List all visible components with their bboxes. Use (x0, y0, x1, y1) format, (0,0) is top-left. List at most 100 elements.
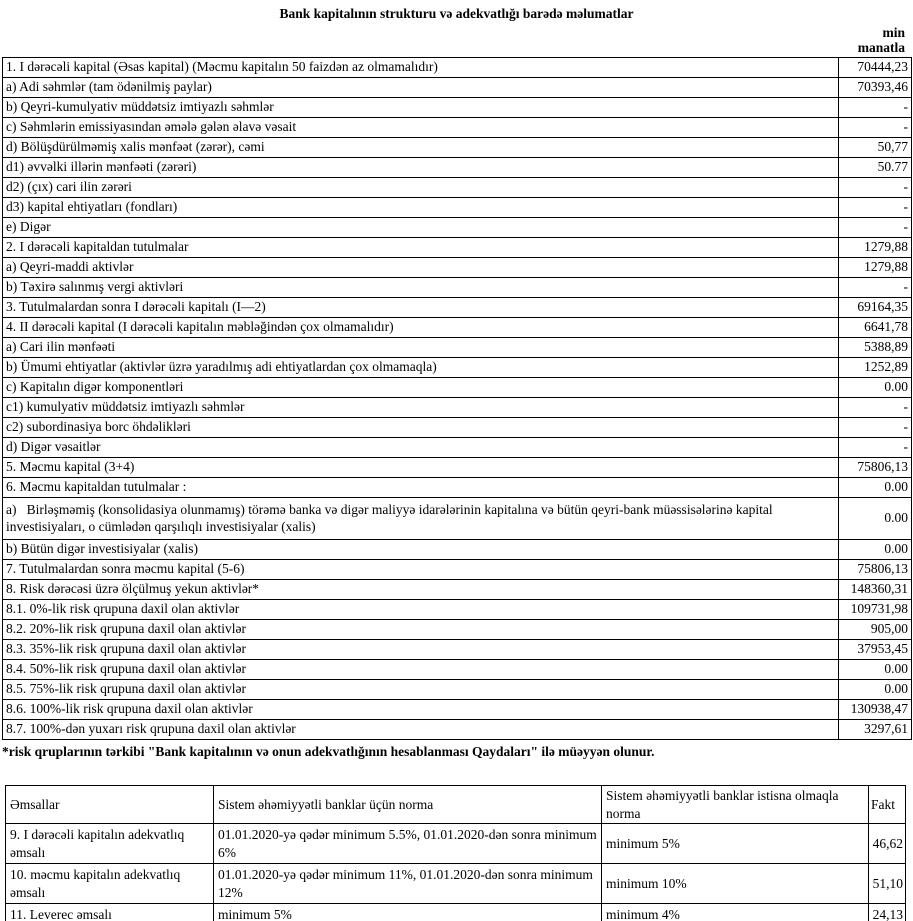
row-label: d1) əvvəlki illərin mənfəəti (zərəri) (2, 157, 839, 179)
row-label: 8.4. 50%-lik risk qrupuna daxil olan akt… (2, 659, 839, 681)
row-label: d) Bölüşdürülməmiş xalis mənfəət (zərər)… (2, 137, 839, 159)
row-value: 0.00 (838, 497, 912, 541)
table-row: c2) subordinasiya borc öhdəlikləri - (2, 417, 912, 439)
row-label: c2) subordinasiya borc öhdəlikləri (2, 417, 839, 439)
row-label: d2) (çıx) cari ilin zərəri (2, 177, 839, 199)
row-label: a) Cari ilin mənfəəti (2, 337, 839, 359)
row-label: 8.7. 100%-dən yuxarı risk qrupuna daxil … (2, 719, 839, 741)
row-value: 109731,98 (838, 599, 912, 621)
table-row: 3. Tutulmalardan sonra I dərəcəli kapita… (2, 297, 912, 319)
row-label: a) Qeyri-maddi aktivlər (2, 257, 839, 279)
table-row: b) Təxirə salınmış vergi aktivləri - (2, 277, 912, 299)
capital-structure-table: 1. I dərəcəli kapital (Əsas kapital) (Mə… (2, 57, 912, 741)
ratio-name: 10. məcmu kapitalın adekvatlıq əmsalı (5, 863, 214, 905)
ratio-norm-systemic: minimum 5% (213, 903, 602, 921)
row-label: e) Digər (2, 217, 839, 239)
table-row: c) Səhmlərin emissiyasından əmələ gələn … (2, 117, 912, 139)
table-row: d3) kapital ehtiyatları (fondları) - (2, 197, 912, 219)
row-value: - (838, 117, 912, 139)
row-value: - (838, 417, 912, 439)
row-value: 1279,88 (838, 257, 912, 279)
ratios-header-cell: Sistem əhəmiyyətli banklar istisna olmaq… (601, 785, 869, 825)
row-label: d) Digər vəsaitlər (2, 437, 839, 459)
ratio-fact-value: 24,13 (868, 903, 906, 921)
row-value: 50.77 (838, 157, 912, 179)
row-value: 75806,13 (838, 457, 912, 479)
ratio-fact-value: 46,62 (868, 823, 906, 865)
row-label: 1. I dərəcəli kapital (Əsas kapital) (Mə… (2, 57, 839, 79)
row-value: - (838, 217, 912, 239)
table-row: b) Qeyri-kumulyativ müddətsiz imtiyazlı … (2, 97, 912, 119)
ratio-norm-systemic: 01.01.2020-yə qədər minimum 5.5%, 01.01.… (213, 823, 602, 865)
row-value: - (838, 437, 912, 459)
ratio-name: 9. I dərəcəli kapitalın adekvatlıq əmsal… (5, 823, 214, 865)
row-value: 1279,88 (838, 237, 912, 259)
row-label: c) Səhmlərin emissiyasından əmələ gələn … (2, 117, 839, 139)
table-row: d1) əvvəlki illərin mənfəəti (zərəri) 50.… (2, 157, 912, 179)
row-value: 0.00 (838, 539, 912, 561)
ratios-header-cell: Əmsallar (5, 785, 214, 825)
row-value: 69164,35 (838, 297, 912, 319)
ratios-row: 11. Leverec əmsalı minimum 5% minimum 4% 24… (5, 903, 906, 921)
row-label: 4. II dərəcəli kapital (I dərəcəli kapit… (2, 317, 839, 339)
row-value: 0.00 (838, 659, 912, 681)
row-label: b) Bütün digər investisiyalar (xalis) (2, 539, 839, 561)
table-row: e) Digər - (2, 217, 912, 239)
row-label: 8.1. 0%-lik risk qrupuna daxil olan akti… (2, 599, 839, 621)
table-row: d) Bölüşdürülməmiş xalis mənfəət (zərər)… (2, 137, 912, 159)
unit-note-line1: min (882, 25, 905, 40)
ratios-header-row: Əmsallar Sistem əhəmiyyətli banklar üçün … (5, 785, 906, 825)
row-value: 148360,31 (838, 579, 912, 601)
unit-note: min manatla (0, 25, 913, 55)
table-row: 8.1. 0%-lik risk qrupuna daxil olan akti… (2, 599, 912, 621)
ratios-row: 10. məcmu kapitalın adekvatlıq əmsalı 01.… (5, 863, 906, 905)
table-row: a) Adi səhmlər (tam ödənilmiş paylar) 703… (2, 77, 912, 99)
table-row: 6. Məcmu kapitaldan tutulmalar :0.00 (2, 477, 912, 499)
table-row: b) Ümumi ehtiyatlar (aktivlər üzrə yarad… (2, 357, 912, 379)
row-label: 6. Məcmu kapitaldan tutulmalar : (2, 477, 839, 499)
ratio-name: 11. Leverec əmsalı (5, 903, 214, 921)
row-label: c1) kumulyativ müddətsiz imtiyazlı səhml… (2, 397, 839, 419)
row-value: 70444,23 (838, 57, 912, 79)
row-label: c) Kapitalın digər komponentləri (2, 377, 839, 399)
table-row: a) Cari ilin mənfəəti 5388,89 (2, 337, 912, 359)
ratios-row: 9. I dərəcəli kapitalın adekvatlıq əmsal… (5, 823, 906, 865)
ratios-header-cell: Sistem əhəmiyyətli banklar üçün norma (213, 785, 602, 825)
table-row: a) Qeyri-maddi aktivlər 1279,88 (2, 257, 912, 279)
row-label: d3) kapital ehtiyatları (fondları) (2, 197, 839, 219)
row-label: 3. Tutulmalardan sonra I dərəcəli kapita… (2, 297, 839, 319)
table-row: 4. II dərəcəli kapital (I dərəcəli kapit… (2, 317, 912, 339)
table-row: c) Kapitalın digər komponentləri 0.00 (2, 377, 912, 399)
row-label: b) Qeyri-kumulyativ müddətsiz imtiyazlı … (2, 97, 839, 119)
row-label: 7. Tutulmalardan sonra məcmu kapital (5-… (2, 559, 839, 581)
row-label: 8.6. 100%-lik risk qrupuna daxil olan ak… (2, 699, 839, 721)
row-value: 130938,47 (838, 699, 912, 721)
row-label: 8.5. 75%-lik risk qrupuna daxil olan akt… (2, 679, 839, 701)
ratio-fact-value: 51,10 (868, 863, 906, 905)
table-row: 8.3. 35%-lik risk qrupuna daxil olan akt… (2, 639, 912, 661)
row-value: 3297,61 (838, 719, 912, 741)
table-row: 5. Məcmu kapital (3+4) 75806,13 (2, 457, 912, 479)
table-row: 8.2. 20%-lik risk qrupuna daxil olan akt… (2, 619, 912, 641)
ratio-norm-non-systemic: minimum 5% (601, 823, 869, 865)
row-label: a) Birləşməmiş (konsolidasiya olunmamış)… (2, 497, 839, 541)
table-row: d2) (çıx) cari ilin zərəri - (2, 177, 912, 199)
row-label: 2. I dərəcəli kapitaldan tutulmalar (2, 237, 839, 259)
row-label: 8.2. 20%-lik risk qrupuna daxil olan akt… (2, 619, 839, 641)
row-value: 70393,46 (838, 77, 912, 99)
table-row: 7. Tutulmalardan sonra məcmu kapital (5-… (2, 559, 912, 581)
row-value: 0.00 (838, 477, 912, 499)
page-title: Bank kapitalının strukturu və adekvatlığ… (279, 6, 634, 21)
row-label: b) Ümumi ehtiyatlar (aktivlər üzrə yarad… (2, 357, 839, 379)
row-value: 5388,89 (838, 337, 912, 359)
row-value: 50,77 (838, 137, 912, 159)
row-value: - (838, 277, 912, 299)
row-value: - (838, 177, 912, 199)
table-row: 8.5. 75%-lik risk qrupuna daxil olan akt… (2, 679, 912, 701)
row-label: b) Təxirə salınmış vergi aktivləri (2, 277, 839, 299)
row-value: 6641,78 (838, 317, 912, 339)
row-value: - (838, 197, 912, 219)
table-row: 1. I dərəcəli kapital (Əsas kapital) (Mə… (2, 57, 912, 79)
table-row: a) Birləşməmiş (konsolidasiya olunmamış)… (2, 497, 912, 541)
